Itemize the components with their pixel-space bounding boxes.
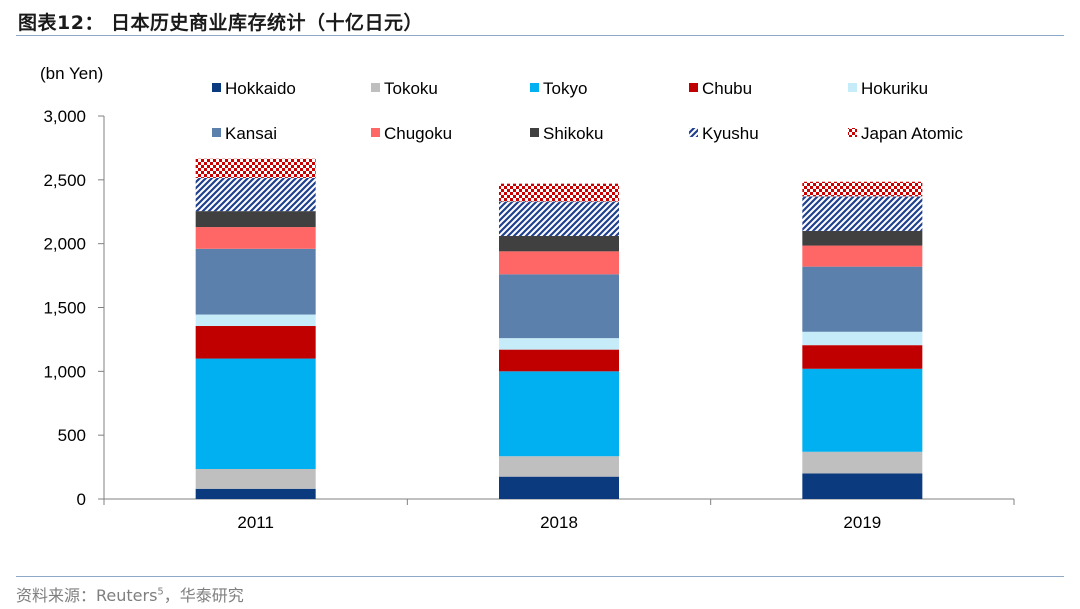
legend-label: Hokkaido [225,79,296,98]
bar-segment [195,358,316,469]
bar-segment [802,230,923,246]
x-tick-label: 2011 [237,513,274,532]
bar-segment [499,274,619,339]
legend: Hokkaido Tokoku Tokyo Chubu Hokuriku Kansai Ch… [212,79,964,143]
bar-segment [499,456,619,477]
y-tick-label: 2,000 [43,235,86,254]
source-prefix: 资料来源：Reuters [16,586,158,605]
bar-segment [802,345,923,369]
legend-swatch [212,128,221,137]
legend-swatch [848,83,857,92]
source-footnote-marker: 5 [157,586,164,598]
bar-segment [195,158,316,178]
bar-segment [499,349,619,372]
bar-segment [195,314,316,327]
source-suffix: ，华泰研究 [163,586,244,605]
footer-divider [16,576,1064,577]
legend-label: Japan Atomic [861,124,964,143]
y-tick-label: 500 [58,426,86,445]
bar-segment [195,248,316,315]
source-note: 资料来源：Reuters5，华泰研究 [16,582,244,606]
bar-segment [499,371,619,457]
legend-label: Chubu [702,79,752,98]
bar-segment [499,236,619,252]
legend-label: Shikoku [543,124,603,143]
bar-segment [499,476,619,499]
x-tick-label: 2018 [540,513,578,532]
bar-segment [195,227,316,249]
bar-segment [802,181,923,197]
bar-segment [195,177,316,212]
bar-segment [802,473,923,499]
bar-segment [802,331,923,346]
legend-label: Tokyo [543,79,587,98]
axes: 0 500 1,000 1,500 2,000 2,500 3,000 2011 2018 201… [43,107,1015,532]
bar-segment [802,368,923,452]
legend-swatch [848,128,857,137]
y-tick-label: 3,000 [43,107,86,126]
legend-label: Tokoku [384,79,438,98]
y-tick-label: 1,000 [43,362,86,381]
legend-swatch [371,83,380,92]
bar-segment [499,201,619,237]
legend-swatch [689,128,698,137]
bar-segment [802,266,923,332]
bar-segment [802,245,923,267]
bar-segment [195,326,316,359]
bar-segment [195,211,316,228]
y-tick-label: 0 [77,490,86,509]
bar-segment [195,488,316,499]
bar-segment [802,196,923,231]
legend-label: Chugoku [384,124,452,143]
bar-segment [802,451,923,474]
legend-swatch [212,83,221,92]
legend-swatch [689,83,698,92]
chart-title: 图表12： 日本历史商业库存统计（十亿日元） [18,12,424,34]
bars [195,158,923,499]
legend-swatch [530,83,539,92]
bar-segment [499,183,619,202]
legend-label: Kansai [225,124,277,143]
legend-swatch [371,128,380,137]
x-tick-label: 2019 [843,513,881,532]
bar-segment [499,338,619,350]
y-tick-label: 2,500 [43,171,86,190]
bar-segment [195,468,316,489]
legend-swatch [530,128,539,137]
bar-segment [499,251,619,275]
title-divider [16,35,1064,36]
y-axis-label: (bn Yen) [40,64,103,83]
legend-label: Kyushu [702,124,759,143]
y-tick-label: 1,500 [43,299,86,318]
legend-label: Hokuriku [861,79,928,98]
